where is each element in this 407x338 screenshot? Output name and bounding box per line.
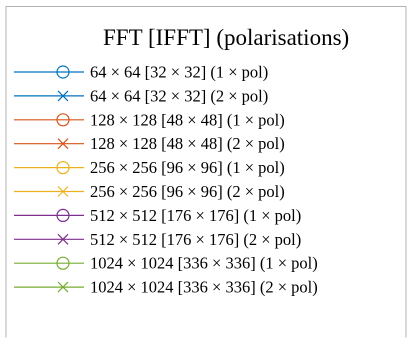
legend-label: 128 × 128 [48 × 48] (1 × pol) xyxy=(90,110,285,129)
x-marker-icon xyxy=(57,138,69,150)
circle-marker-icon xyxy=(56,65,70,79)
legend-entry: 1024 × 1024 [336 × 336] (1 × pol) xyxy=(14,254,318,273)
circle-marker-icon xyxy=(56,256,70,270)
legend-entry: 512 × 512 [176 × 176] (1 × pol) xyxy=(14,206,301,225)
circle-marker-icon xyxy=(56,208,70,222)
legend-label: 512 × 512 [176 × 176] (1 × pol) xyxy=(90,206,301,225)
legend-entries: 64 × 64 [32 × 32] (1 × pol) 64 × 64 [32 ×… xyxy=(14,63,318,297)
legend-entry: 512 × 512 [176 × 176] (2 × pol) xyxy=(14,230,301,249)
x-marker-icon xyxy=(57,281,69,293)
legend-border xyxy=(5,6,407,338)
circle-marker-icon xyxy=(56,161,70,175)
x-marker-icon xyxy=(57,90,69,102)
legend-entry: 128 × 128 [48 × 48] (1 × pol) xyxy=(14,110,285,129)
legend-label: 64 × 64 [32 × 32] (2 × pol) xyxy=(90,86,268,105)
legend-label: 1024 × 1024 [336 × 336] (1 × pol) xyxy=(90,254,318,273)
legend-entry: 128 × 128 [48 × 48] (2 × pol) xyxy=(14,134,285,153)
legend-label: 128 × 128 [48 × 48] (2 × pol) xyxy=(90,134,285,153)
legend-entry: 256 × 256 [96 × 96] (1 × pol) xyxy=(14,158,285,177)
circle-marker-icon xyxy=(56,113,70,127)
legend-title: FFT [IFFT] (polarisations) xyxy=(103,25,349,50)
x-marker-icon xyxy=(57,186,69,197)
legend-label: 512 × 512 [176 × 176] (2 × pol) xyxy=(90,230,301,249)
legend-label: 1024 × 1024 [336 × 336] (2 × pol) xyxy=(90,278,318,297)
legend-label: 256 × 256 [96 × 96] (1 × pol) xyxy=(90,158,285,177)
legend-entry: 256 × 256 [96 × 96] (2 × pol) xyxy=(14,182,285,201)
legend-label: 256 × 256 [96 × 96] (2 × pol) xyxy=(90,182,285,201)
legend-entry: 64 × 64 [32 × 32] (1 × pol) xyxy=(14,63,268,82)
legend-entry: 64 × 64 [32 × 32] (2 × pol) xyxy=(14,86,268,105)
x-marker-icon xyxy=(57,233,69,245)
legend-label: 64 × 64 [32 × 32] (1 × pol) xyxy=(90,63,268,82)
legend-entry: 1024 × 1024 [336 × 336] (2 × pol) xyxy=(14,278,318,297)
